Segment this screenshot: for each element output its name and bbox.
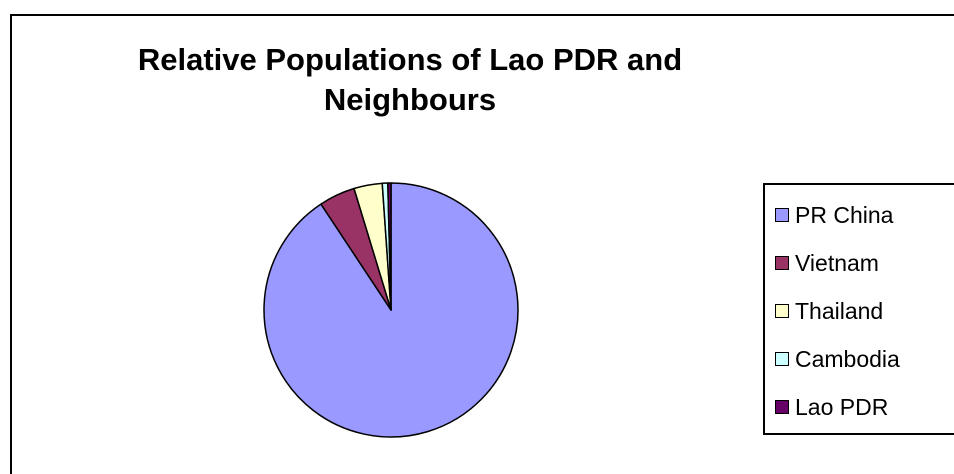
- pie-slice-lao-pdr: [387, 182, 392, 311]
- legend-item-lao-pdr: Lao PDR: [775, 392, 888, 422]
- legend-item-vietnam: Vietnam: [775, 248, 879, 278]
- legend-label-lao-pdr: Lao PDR: [795, 393, 889, 420]
- legend-swatch-vietnam: [775, 256, 789, 270]
- legend-label-cambodia: Cambodia: [795, 345, 900, 372]
- legend-swatch-thailand: [775, 304, 789, 318]
- legend-swatch-pr-china: [775, 208, 789, 222]
- legend-item-thailand: Thailand: [775, 296, 883, 326]
- legend-item-cambodia: Cambodia: [775, 344, 900, 374]
- legend: PR China Vietnam Thailand Cambodia Lao P…: [763, 183, 954, 435]
- top-band: [0, 0, 954, 15]
- chart-title: Relative Populations of Lao PDR and Neig…: [137, 42, 683, 117]
- pie-slices: [263, 182, 519, 438]
- legend-item-pr-china: PR China: [775, 200, 893, 230]
- legend-label-pr-china: PR China: [795, 201, 894, 228]
- legend-label-vietnam: Vietnam: [795, 249, 879, 276]
- legend-label-thailand: Thailand: [795, 297, 884, 324]
- legend-swatch-cambodia: [775, 352, 789, 366]
- legend-swatch-lao-pdr: [775, 400, 789, 414]
